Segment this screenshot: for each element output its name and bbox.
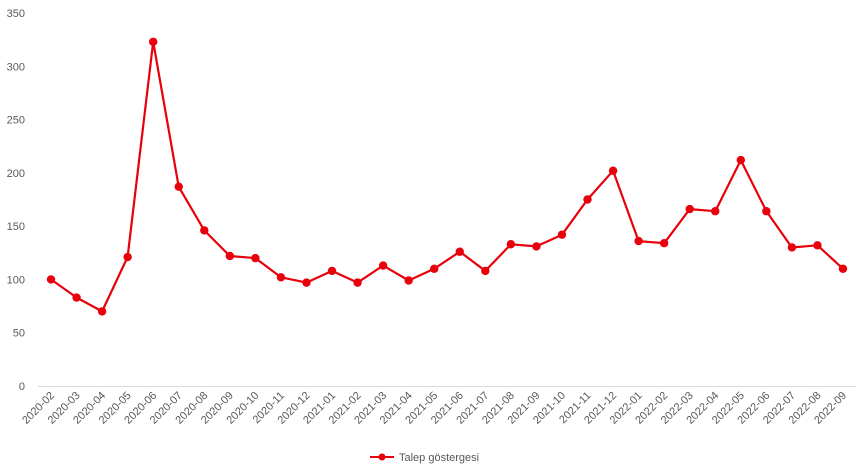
data-point — [148, 37, 158, 46]
data-point — [302, 278, 311, 287]
data-point — [327, 266, 337, 276]
y-tick-label: 300 — [7, 61, 25, 73]
data-point — [481, 266, 490, 276]
data-point — [838, 264, 848, 273]
data-point — [762, 207, 771, 216]
x-axis-ticks: 2020-022020-032020-042020-052020-062020-… — [20, 390, 849, 427]
data-point — [455, 247, 464, 256]
y-axis-ticks: 0 50 100 150 200 250 300 350 — [7, 8, 25, 393]
data-point — [532, 242, 541, 251]
y-tick-label: 250 — [7, 115, 25, 127]
data-point — [685, 204, 694, 214]
data-point — [72, 293, 81, 302]
data-point — [659, 238, 669, 248]
data-point — [276, 273, 286, 282]
data-point — [378, 261, 388, 270]
data-point — [174, 182, 183, 191]
data-point — [813, 241, 822, 250]
data-point — [557, 230, 567, 239]
data-point — [787, 243, 797, 252]
data-point — [97, 307, 107, 316]
data-point — [200, 226, 209, 235]
data-point — [583, 195, 592, 204]
y-tick-label: 100 — [7, 274, 25, 286]
data-point — [736, 155, 746, 165]
y-tick-label: 350 — [7, 8, 25, 20]
data-point — [353, 278, 362, 287]
data-point — [506, 240, 516, 249]
data-point — [608, 166, 618, 175]
data-point — [225, 251, 235, 261]
data-point — [251, 253, 260, 263]
y-tick-label: 200 — [7, 168, 25, 180]
y-tick-label: 0 — [19, 381, 25, 393]
legend-marker — [378, 453, 386, 461]
data-point — [711, 207, 720, 216]
y-tick-label: 50 — [13, 328, 25, 340]
legend: Talep göstergesi — [370, 452, 479, 464]
data-point — [634, 236, 643, 246]
data-point — [404, 276, 413, 285]
y-tick-label: 150 — [7, 221, 25, 233]
data-point — [46, 275, 56, 284]
legend-label: Talep göstergesi — [399, 452, 479, 464]
data-point — [123, 252, 132, 262]
series-points — [46, 37, 848, 316]
series-line — [50, 40, 844, 313]
data-point — [430, 264, 439, 273]
